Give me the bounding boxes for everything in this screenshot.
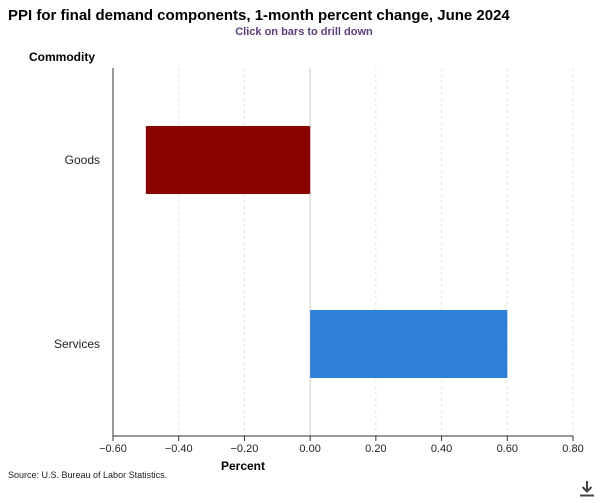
download-icon[interactable] [578, 480, 596, 498]
x-tick-label: 0.20 [365, 443, 386, 455]
chart-subtitle[interactable]: Click on bars to drill down [235, 26, 373, 38]
category-label: Goods [65, 153, 100, 167]
x-axis-title: Percent [221, 459, 265, 473]
x-tick-label: −0.40 [165, 443, 193, 455]
category-label: Services [54, 337, 100, 351]
x-tick-label: 0.00 [299, 443, 320, 455]
y-axis-title: Commodity [29, 50, 95, 64]
x-tick-label: 0.60 [497, 443, 518, 455]
bar-services[interactable] [310, 310, 508, 378]
x-tick-label: 0.80 [562, 443, 583, 455]
x-tick-label: −0.20 [231, 443, 259, 455]
x-tick-label: −0.60 [99, 443, 127, 455]
x-tick-label: 0.40 [431, 443, 452, 455]
chart-title: PPI for final demand components, 1-month… [8, 7, 510, 24]
source-note: Source: U.S. Bureau of Labor Statistics. [8, 470, 168, 480]
bar-goods[interactable] [145, 126, 311, 194]
